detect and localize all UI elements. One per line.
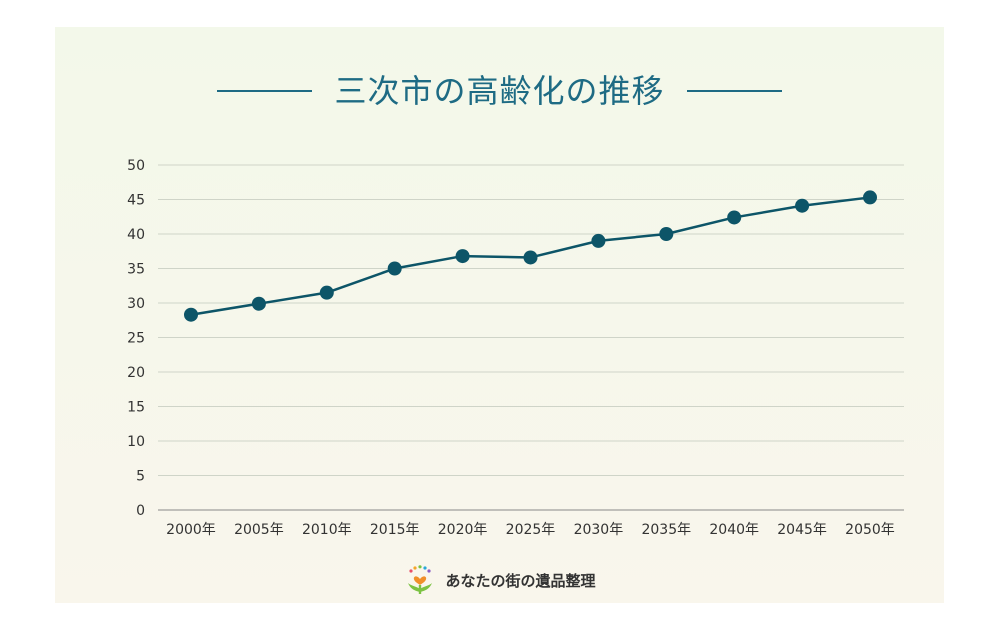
x-tick-label: 2025年 [506,522,556,538]
data-point [184,307,198,322]
title-line-right [686,90,782,92]
line-chart: 0 5 10 15 20 25 30 35 40 45 50 2000年 2005年 2010年 2015… [127,158,904,538]
x-tick-label: 2010年 [302,522,352,538]
x-tick-label: 2040年 [709,522,759,538]
title-line-left [217,90,313,92]
x-tick-label: 2030年 [574,522,624,538]
y-tick-label: 50 [127,158,145,174]
data-points [184,190,877,322]
x-tick-label: 2005年 [234,522,284,538]
data-point [659,227,674,241]
chart-title: 三次市の高齢化の推移 [334,72,665,110]
y-tick-label: 35 [127,262,145,278]
x-tick-label: 2035年 [641,522,691,538]
y-tick-labels: 0 5 10 15 20 25 30 35 40 45 50 [127,158,145,519]
y-tick-label: 20 [127,365,145,381]
y-tick-label: 45 [127,193,145,209]
data-point [523,250,538,265]
x-tick-labels: 2000年 2005年 2010年 2015年 2020年 2025年 2030年 2035年… [166,522,895,538]
y-tick-label: 25 [127,331,145,347]
gridlines [158,164,904,511]
data-point [319,285,334,300]
y-tick-label: 5 [136,469,145,485]
chart-card: 三次市の高齢化の推移 0 5 10 15 20 25 30 35 40 45 50 2000年 200… [55,27,944,603]
x-tick-label: 2045年 [777,522,827,538]
brand-name: あなたの街の遺品整理 [445,571,596,590]
data-point [251,296,266,311]
y-tick-label: 10 [127,434,145,450]
heart-sprout-icon [408,565,433,594]
x-tick-label: 2000年 [166,522,216,538]
y-tick-label: 15 [127,400,145,416]
x-tick-label: 2020年 [438,522,488,538]
x-tick-label: 2015年 [370,522,420,538]
data-point [795,198,810,213]
y-tick-label: 40 [127,227,145,243]
data-point [591,233,606,248]
data-point [455,249,470,264]
y-tick-label: 30 [127,296,145,312]
x-tick-label: 2050年 [845,522,895,538]
data-point [727,210,742,225]
y-tick-label: 0 [136,503,145,519]
data-point [387,261,402,276]
footer-brand: あなたの街の遺品整理 [55,565,944,595]
title-row: 三次市の高齢化の推移 [55,71,944,111]
data-point [863,190,877,205]
